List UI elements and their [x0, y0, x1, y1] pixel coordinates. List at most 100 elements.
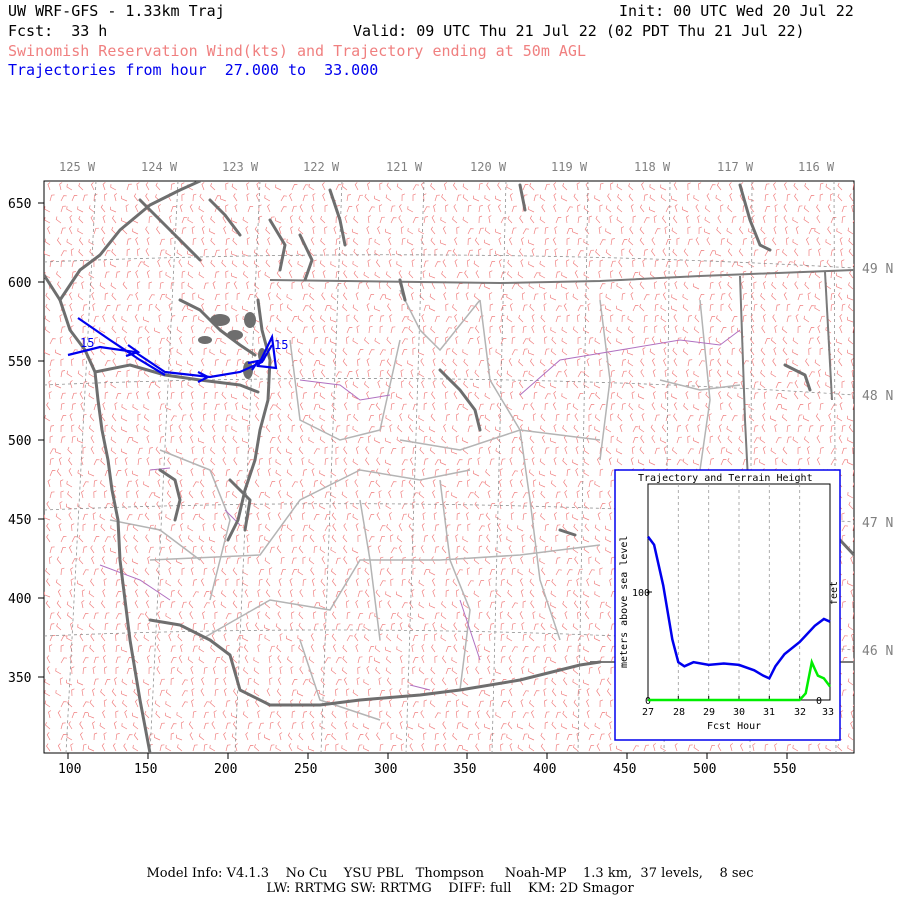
wind-barb [352, 260, 359, 268]
wind-barb [762, 402, 766, 411]
wind-barb [401, 602, 408, 609]
wind-barb [682, 458, 689, 466]
wind-barb [57, 281, 62, 290]
wind-barb [841, 424, 846, 433]
wind-barb [308, 414, 315, 422]
wind-barb [126, 667, 133, 675]
wind-barb [803, 315, 810, 323]
wind-barb [57, 710, 62, 719]
wind-barb [335, 381, 341, 389]
wind-barb [543, 644, 547, 653]
wind-barb [93, 656, 99, 664]
wind-barb [310, 215, 315, 224]
wind-barb [588, 249, 595, 257]
wind-barb [100, 567, 106, 576]
wind-barb [99, 480, 106, 488]
wind-barb [467, 580, 474, 587]
wind-barb [100, 633, 106, 642]
wind-barb [709, 250, 716, 257]
wind-barb [507, 611, 513, 620]
wind-barb [78, 237, 84, 246]
wind-barb [357, 612, 364, 620]
wind-barb [366, 226, 370, 235]
wind-barb [467, 327, 474, 334]
wind-barb [728, 182, 733, 191]
wind-barb [851, 380, 854, 389]
wind-barb [759, 459, 766, 466]
wind-barb [126, 369, 130, 377]
wind-barb [852, 516, 854, 521]
wind-barb [522, 633, 527, 642]
wind-barb [583, 502, 590, 510]
wind-barb [221, 656, 227, 664]
wind-barb [357, 734, 364, 741]
wind-barb [433, 204, 437, 213]
wind-barb [599, 446, 604, 455]
wind-barb [145, 182, 150, 191]
wind-barb [441, 358, 447, 367]
wind-barb [353, 270, 359, 279]
wind-barb [290, 666, 294, 675]
wind-barb [60, 402, 65, 411]
wind-barb [165, 557, 172, 565]
wind-barb [257, 270, 261, 279]
wind-barb [431, 391, 436, 400]
wind-barb [280, 556, 285, 565]
wind-barb [817, 743, 821, 752]
wind-barb [147, 688, 152, 697]
wind-barb [210, 182, 216, 191]
wind-barb [158, 347, 162, 356]
wind-barb [44, 326, 51, 334]
wind-barb [159, 546, 165, 554]
wind-barb [608, 501, 612, 510]
wind-barb [44, 700, 51, 708]
wind-barb [319, 690, 326, 697]
wind-barb [830, 459, 837, 466]
wind-barb [631, 336, 635, 345]
wind-barb [561, 723, 568, 730]
wind-barb [399, 655, 403, 664]
wind-barb [610, 381, 615, 389]
wind-barb [212, 622, 216, 631]
wind-barb [440, 623, 447, 631]
wind-barb [190, 435, 194, 444]
wind-barb [531, 314, 535, 323]
wind-barb [499, 501, 503, 510]
wind-barb [115, 644, 120, 653]
wind-barb [390, 547, 398, 554]
wind-barb [544, 524, 549, 532]
wind-barb [566, 634, 572, 642]
wind-barb [198, 294, 205, 301]
wind-barb [267, 512, 271, 521]
wind-barb [561, 283, 568, 290]
wind-barb [322, 534, 326, 543]
wind-barb [379, 325, 384, 334]
wind-barb [497, 204, 502, 213]
wind-barb [368, 655, 373, 664]
wind-barb [511, 437, 518, 444]
wind-barb [687, 435, 691, 444]
wind-barb [566, 579, 573, 587]
wind-barb [445, 490, 450, 499]
wind-barb [529, 435, 535, 444]
wind-barb [432, 490, 436, 499]
wind-barb [431, 578, 436, 587]
wind-barb [199, 424, 205, 433]
wind-barb [632, 426, 639, 433]
wind-barb [489, 743, 493, 752]
wind-barb [728, 292, 733, 301]
wind-barb [500, 633, 505, 642]
wind-barb [277, 677, 282, 686]
wind-barb [79, 732, 84, 741]
wind-barb [445, 327, 452, 334]
wind-barb [55, 349, 62, 356]
wind-barb [555, 524, 561, 532]
wind-barb [577, 611, 581, 620]
wind-barb [610, 403, 616, 411]
wind-barb [225, 270, 229, 279]
y-tick-label: 600 [8, 276, 31, 291]
wind-barb [214, 359, 219, 367]
wind-barb [572, 711, 579, 719]
wind-barb [467, 414, 473, 422]
wind-barb [209, 349, 216, 356]
